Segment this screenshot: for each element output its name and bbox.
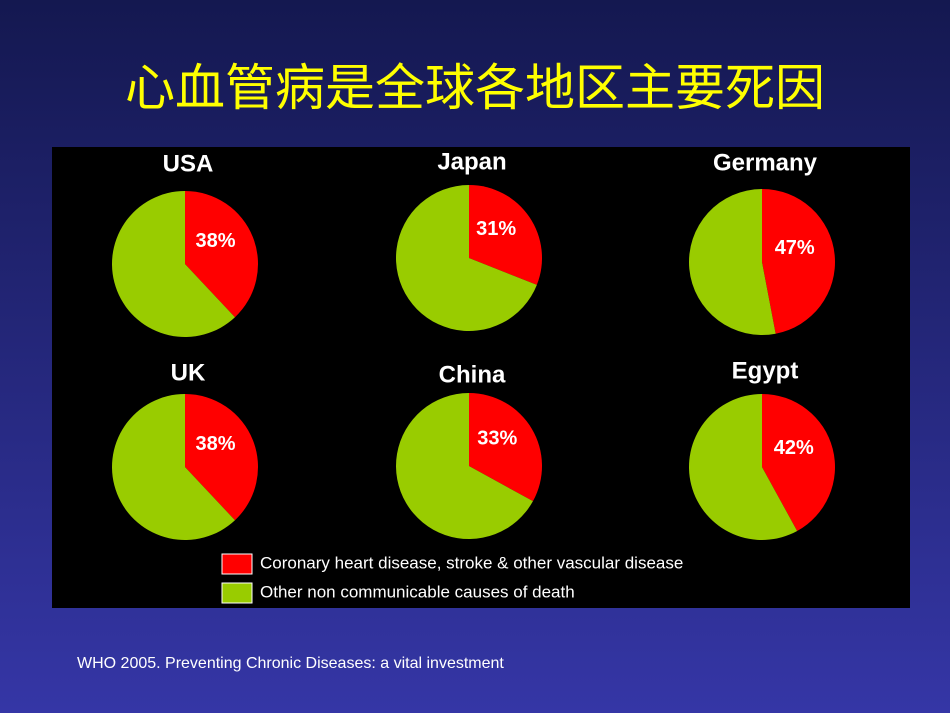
pie-slice [689, 189, 776, 335]
value-label: 38% [196, 230, 236, 252]
source-note: WHO 2005. Preventing Chronic Diseases: a… [77, 655, 504, 672]
pie-slice [111, 394, 235, 541]
pie-title: USA [163, 150, 214, 177]
pie-title: UK [171, 359, 206, 386]
value-label: 33% [477, 428, 517, 450]
pie-slice [762, 189, 835, 334]
pie-slice [469, 393, 542, 502]
pie-slice [111, 191, 235, 338]
pie-slice [185, 394, 258, 521]
pie-slice [689, 394, 798, 540]
pie-slice [469, 185, 542, 285]
legend-label: Other non communicable causes of death [260, 582, 575, 601]
pie-title: Egypt [732, 357, 799, 384]
slide-title: 心血管病是全球各地区主要死因 [125, 60, 825, 116]
value-label: 31% [476, 218, 516, 240]
pie-slice [762, 394, 836, 531]
legend-swatch [221, 582, 253, 604]
value-label: 38% [196, 433, 236, 455]
pie-title: Germany [713, 149, 818, 176]
value-label: 42% [774, 437, 814, 459]
pie-slice [396, 393, 533, 539]
pie-slice [185, 191, 258, 318]
pie-title: Japan [437, 148, 506, 175]
legend-label: Coronary heart disease, stroke & other v… [260, 553, 683, 572]
value-label: 47% [775, 237, 815, 259]
pie-slice [395, 185, 537, 331]
legend-swatch [221, 553, 253, 575]
pie-title: China [439, 361, 506, 388]
